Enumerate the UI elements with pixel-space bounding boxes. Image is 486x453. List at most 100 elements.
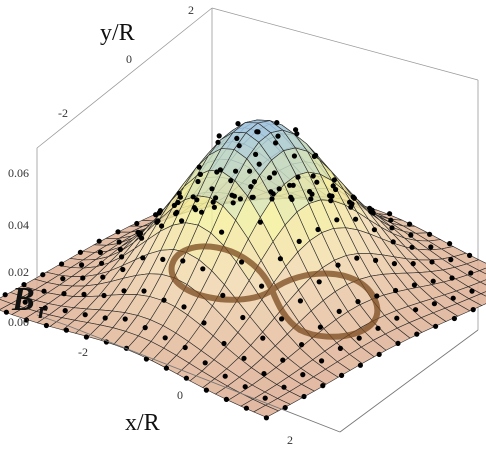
y-tick-0: 0 (126, 52, 132, 66)
y-tick-2: 2 (188, 3, 194, 17)
data-point (243, 405, 249, 411)
data-point (296, 238, 302, 244)
data-point (376, 351, 382, 357)
data-point (236, 143, 242, 149)
z-tick-0.02: 0.02 (8, 265, 29, 279)
data-point (300, 372, 306, 378)
data-point (209, 186, 215, 192)
data-point (317, 324, 323, 330)
data-point (83, 334, 89, 340)
data-point (375, 325, 381, 331)
data-point (259, 283, 265, 289)
data-point (267, 175, 273, 181)
data-point (155, 218, 161, 224)
data-point (411, 282, 417, 288)
data-point (316, 279, 322, 285)
data-point (262, 395, 268, 401)
data-point (143, 356, 149, 362)
data-point (294, 131, 300, 137)
data-point (117, 246, 123, 252)
data-point (320, 383, 326, 389)
x-ticks: -2 0 2 (78, 345, 293, 447)
data-point (313, 152, 319, 158)
data-point (137, 230, 143, 236)
data-point (181, 304, 187, 310)
data-point (234, 135, 240, 141)
data-point (193, 207, 199, 213)
data-point (195, 178, 201, 185)
data-point (336, 308, 342, 314)
data-point (309, 191, 315, 197)
data-point (196, 164, 202, 170)
data-point (161, 297, 167, 303)
data-point (215, 139, 221, 145)
z-axis-label-main: B (11, 281, 35, 318)
data-point (339, 372, 345, 378)
data-point (202, 360, 208, 366)
surface-cell (478, 267, 486, 275)
data-point (279, 316, 285, 322)
data-point (160, 256, 166, 262)
data-point (228, 178, 234, 184)
data-point (79, 262, 85, 268)
data-point (430, 278, 436, 284)
data-point (271, 170, 277, 176)
data-point (290, 182, 296, 188)
data-points (2, 120, 476, 421)
data-point (40, 272, 46, 278)
data-point (277, 256, 283, 262)
data-point (276, 186, 282, 192)
data-point (59, 261, 65, 267)
data-point (62, 308, 68, 314)
data-point (315, 226, 321, 233)
data-point (253, 151, 259, 157)
x-axis-label: x/R (125, 410, 160, 436)
data-point (171, 202, 177, 208)
x-tick-0: 0 (177, 388, 183, 402)
data-point (391, 261, 397, 267)
data-point (389, 225, 395, 231)
data-point (354, 255, 360, 261)
data-point (176, 190, 182, 196)
data-point (220, 292, 226, 298)
data-point (269, 196, 275, 202)
data-point (355, 299, 361, 305)
data-point (328, 198, 334, 204)
z-ticks: 0.06 0.04 0.02 0.00 (8, 166, 29, 329)
data-point (230, 200, 236, 206)
data-point (96, 238, 102, 244)
data-point (334, 217, 340, 223)
surface-cell (479, 279, 486, 286)
data-point (255, 129, 261, 135)
overlay-curve (168, 243, 381, 340)
data-point (42, 305, 48, 311)
data-point (222, 373, 228, 379)
data-point (97, 249, 103, 255)
data-point (81, 291, 87, 297)
surface (0, 119, 486, 418)
data-point (293, 127, 299, 133)
data-point (216, 133, 222, 139)
data-point (308, 196, 314, 202)
data-point (291, 153, 297, 159)
data-point (468, 270, 474, 276)
data-point (357, 362, 363, 368)
data-point (139, 235, 145, 241)
data-point (301, 393, 307, 400)
y-ticks: 2 0 -2 (58, 3, 194, 120)
data-point (233, 168, 239, 174)
data-point (431, 301, 437, 307)
y-axis-label: y/R (100, 20, 135, 46)
data-point (451, 315, 457, 322)
data-point (297, 298, 303, 304)
data-point (274, 120, 280, 126)
data-point (242, 384, 248, 390)
data-point (370, 210, 376, 216)
data-point (413, 307, 419, 313)
data-point (21, 282, 27, 288)
data-point (414, 331, 420, 337)
data-point (134, 220, 140, 227)
data-point (393, 287, 399, 294)
data-point (248, 184, 254, 190)
